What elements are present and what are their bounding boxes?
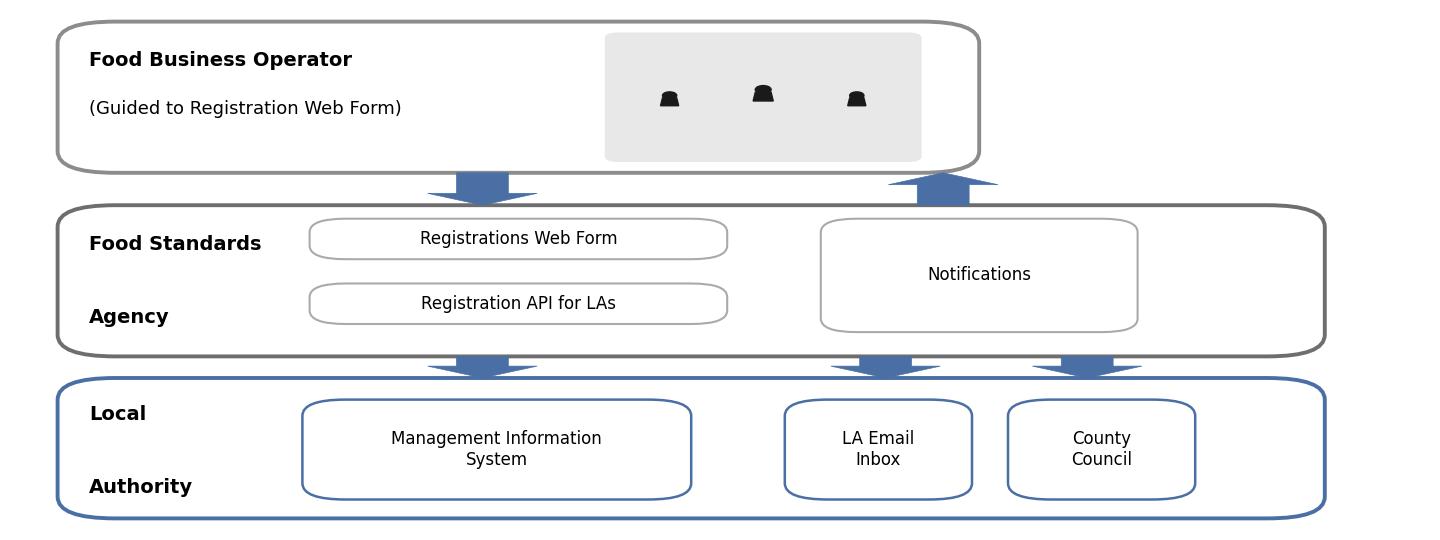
FancyBboxPatch shape	[785, 400, 972, 500]
FancyBboxPatch shape	[58, 378, 1325, 518]
Polygon shape	[1032, 356, 1142, 378]
Text: Management Information
System: Management Information System	[392, 430, 602, 469]
Polygon shape	[831, 356, 940, 378]
Ellipse shape	[756, 85, 772, 94]
Text: Agency: Agency	[89, 308, 170, 327]
Text: LA Email
Inbox: LA Email Inbox	[842, 430, 914, 469]
Text: Registration API for LAs: Registration API for LAs	[420, 295, 616, 313]
FancyBboxPatch shape	[302, 400, 691, 500]
Ellipse shape	[850, 92, 864, 99]
Text: Notifications: Notifications	[927, 266, 1031, 285]
FancyBboxPatch shape	[310, 219, 727, 259]
Polygon shape	[661, 98, 678, 106]
Text: Food Business Operator: Food Business Operator	[89, 51, 353, 70]
Ellipse shape	[662, 92, 677, 99]
Text: Food Standards: Food Standards	[89, 235, 262, 254]
Text: (Guided to Registration Web Form): (Guided to Registration Web Form)	[89, 100, 402, 118]
Polygon shape	[428, 356, 537, 378]
FancyBboxPatch shape	[605, 32, 922, 162]
Text: Local: Local	[89, 405, 147, 424]
FancyBboxPatch shape	[821, 219, 1138, 332]
Polygon shape	[753, 92, 773, 101]
FancyBboxPatch shape	[310, 284, 727, 324]
Polygon shape	[428, 173, 537, 205]
FancyBboxPatch shape	[58, 205, 1325, 356]
FancyBboxPatch shape	[1008, 400, 1195, 500]
Text: Authority: Authority	[89, 478, 193, 497]
FancyBboxPatch shape	[58, 22, 979, 173]
Polygon shape	[888, 173, 998, 205]
Text: Registrations Web Form: Registrations Web Form	[419, 230, 618, 248]
Text: County
Council: County Council	[1071, 430, 1132, 469]
Polygon shape	[848, 98, 865, 106]
